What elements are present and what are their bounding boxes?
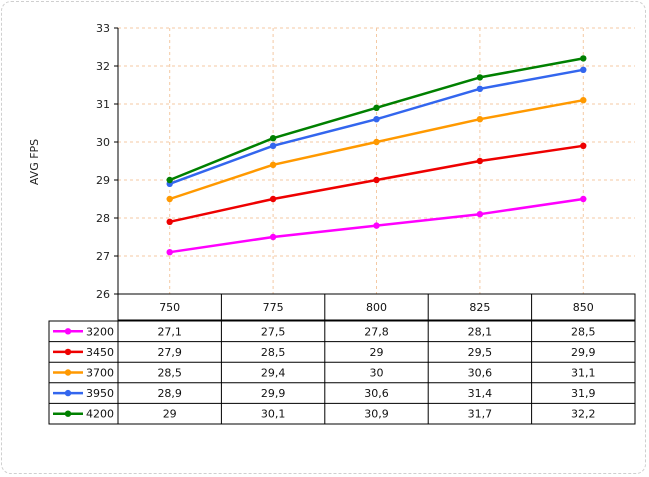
data-point-3450: [580, 142, 587, 149]
table-cell-value: 31,4: [468, 387, 493, 400]
y-tick-label: 33: [96, 22, 110, 35]
data-point-4200: [580, 55, 587, 62]
y-tick-label: 32: [96, 60, 110, 73]
series-lines: [166, 55, 587, 256]
x-category-label: 750: [159, 301, 180, 314]
data-point-3450: [166, 218, 173, 225]
legend-marker-3950: [64, 389, 72, 397]
table-cell-value: 28,5: [261, 346, 286, 359]
table-cell-value: 28,9: [157, 387, 182, 400]
table-cell-value: 29,5: [468, 346, 493, 359]
data-point-3950: [580, 66, 587, 74]
x-category-label: 775: [263, 301, 284, 314]
legend-marker-3450: [64, 348, 72, 356]
data-point-3450: [373, 176, 380, 184]
table-cell-value: 29,4: [261, 367, 286, 380]
data-point-4200: [373, 104, 380, 112]
table-cell-value: 29,9: [261, 387, 286, 400]
table-cell-value: 27,8: [364, 325, 389, 338]
data-point-4200: [166, 176, 173, 184]
table-cell-value: 30,6: [364, 387, 389, 400]
legend-marker-4200: [64, 410, 72, 417]
legend-label: 3950: [86, 387, 114, 400]
x-category-label: 800: [366, 301, 387, 314]
table-body: [48, 320, 636, 425]
y-tick-label: 27: [96, 250, 110, 263]
data-point-4200: [269, 135, 277, 142]
data-point-4200: [476, 74, 484, 81]
data-point-3700: [373, 138, 380, 146]
data-point-3200: [476, 211, 484, 218]
y-axis-label: AVG FPS: [28, 139, 41, 185]
data-point-3950: [373, 116, 380, 123]
data-point-3700: [580, 97, 587, 104]
data-point-3200: [373, 222, 380, 229]
table-cell-value: 32,2: [571, 408, 596, 421]
table-cell-value: 27,1: [157, 325, 182, 338]
data-point-3450: [269, 195, 277, 203]
data-point-3700: [476, 116, 484, 123]
table-cell-value: 29: [370, 346, 384, 359]
table-cell-value: 30,1: [261, 408, 286, 421]
table-cell-value: 30,6: [468, 367, 493, 380]
x-category-label: 825: [469, 301, 490, 314]
y-tick-label: 28: [96, 212, 110, 225]
data-point-3200: [269, 233, 277, 241]
data-point-3700: [269, 161, 277, 168]
legend-label: 3200: [86, 325, 114, 338]
table-cell-value: 29,9: [571, 346, 596, 359]
legend-label: 3450: [86, 346, 114, 359]
table-cell-value: 31,9: [571, 387, 596, 400]
y-tick-label: 30: [96, 136, 110, 149]
axes: 26 27 28 29 30 31 32 33: [96, 22, 119, 301]
table-cell-value: 29: [163, 408, 177, 421]
legend-marker-3700: [64, 369, 72, 376]
data-point-3450: [476, 157, 484, 165]
legend-label: 3700: [86, 367, 114, 380]
grid: [118, 27, 635, 294]
data-point-3950: [269, 142, 277, 149]
table-cell-value: 31,7: [468, 408, 493, 421]
table-cell-value: 27,9: [157, 346, 182, 359]
data-point-3200: [580, 195, 587, 203]
data-table: 750 775 800 825 850 3200 27,1 27,5 27,8 28,1 28,5 3…: [48, 293, 636, 425]
table-cell-value: 28,5: [157, 367, 182, 380]
legend-label: 4200: [86, 408, 114, 421]
y-tick-label: 26: [96, 288, 110, 301]
table-cell-value: 30: [370, 367, 384, 380]
legend-marker-3200: [64, 328, 72, 335]
data-point-3700: [166, 195, 173, 203]
data-point-3200: [166, 249, 173, 256]
table-cell-value: 28,1: [468, 325, 493, 338]
table-cell-value: 27,5: [261, 325, 286, 338]
y-tick-label: 29: [96, 174, 110, 187]
table-cell-value: 31,1: [571, 367, 596, 380]
x-category-label: 850: [573, 301, 594, 314]
table-cell-value: 30,9: [364, 408, 389, 421]
data-point-3950: [476, 85, 484, 93]
y-tick-label: 31: [96, 98, 110, 111]
table-header: [117, 293, 636, 321]
table-cell-value: 28,5: [571, 325, 596, 338]
